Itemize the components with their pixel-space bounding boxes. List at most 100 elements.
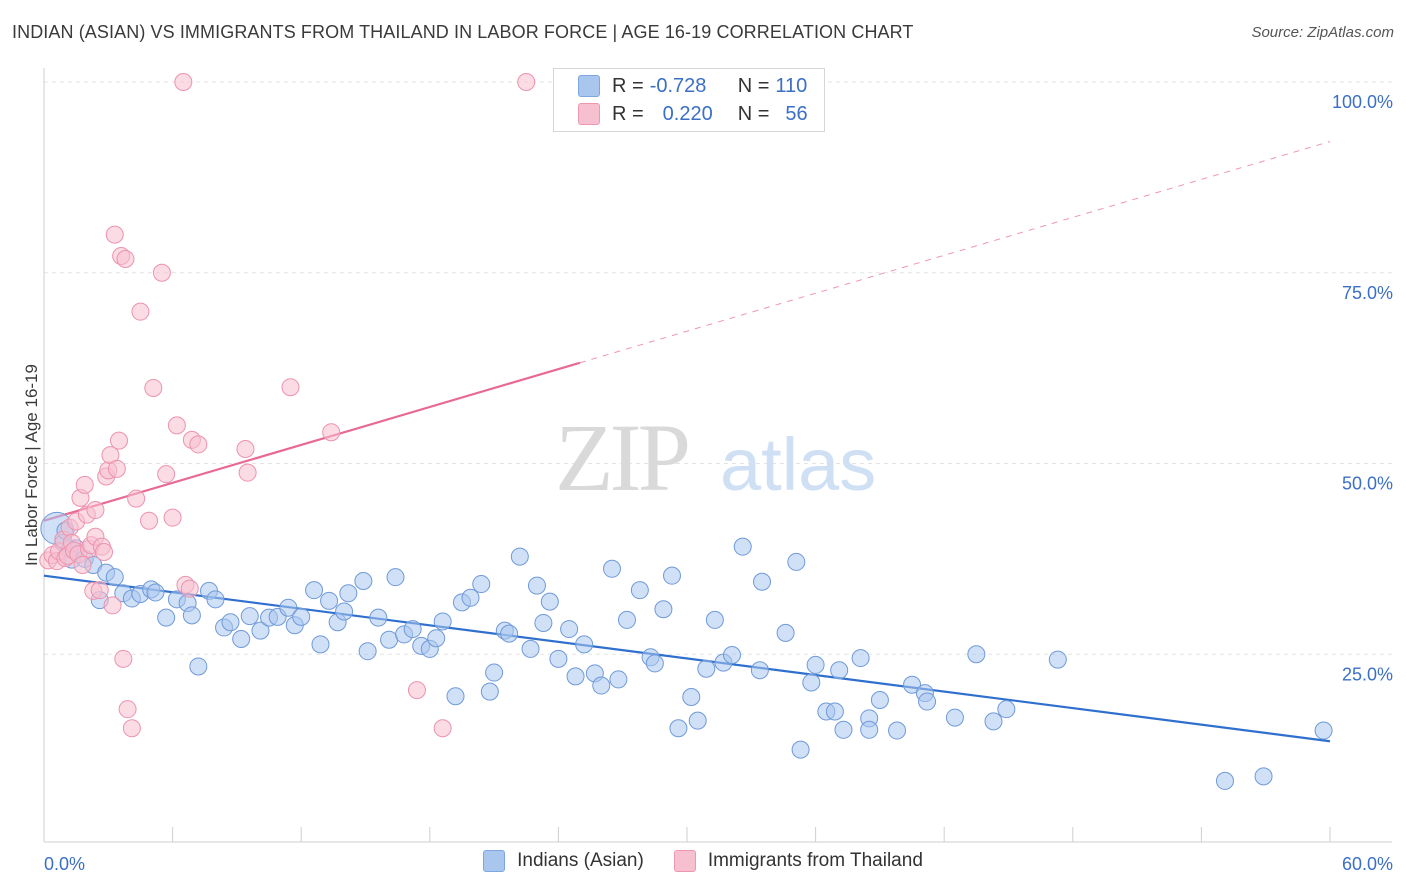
data-point: [358, 642, 377, 661]
data-point: [806, 655, 825, 674]
data-point: [95, 543, 114, 562]
legend-r-value: -0.728: [649, 74, 707, 97]
data-point: [236, 440, 255, 459]
data-point: [888, 721, 907, 740]
data-point: [354, 572, 373, 591]
data-point: [609, 670, 628, 689]
data-point: [860, 720, 879, 739]
data-point: [630, 581, 649, 600]
trend-lines: [43, 141, 1331, 743]
data-point: [157, 465, 176, 484]
data-point: [510, 547, 529, 566]
correlation-legend: R = -0.728 N = 110 R = 0.220 N = 56: [553, 68, 825, 132]
data-point: [851, 649, 870, 668]
data-point: [433, 612, 452, 631]
data-points: [39, 73, 1333, 790]
data-point: [662, 566, 681, 585]
trend-line-indians: [43, 574, 1331, 743]
data-point: [322, 423, 341, 442]
x-tick-label: 60.0%: [1342, 854, 1393, 874]
data-point: [251, 621, 270, 640]
data-point: [776, 623, 795, 642]
series-legend-indians[interactable]: Indians (Asian): [483, 850, 644, 872]
tick-labels: 25.0% 50.0% 75.0% 100.0% 0.0% 60.0%: [44, 92, 1393, 874]
data-point: [592, 676, 611, 695]
axes: [43, 68, 1392, 843]
data-point: [311, 635, 330, 654]
data-point: [386, 568, 405, 587]
x-tick-label: 0.0%: [44, 854, 85, 874]
data-point: [131, 302, 150, 321]
watermark: ZIP atlas: [555, 404, 876, 511]
legend-swatch-indians: [578, 75, 600, 97]
data-point: [369, 608, 388, 627]
legend-row-indians: R = -0.728 N = 110: [578, 73, 807, 99]
data-point: [834, 720, 853, 739]
data-point: [105, 225, 124, 244]
data-point: [1215, 771, 1234, 790]
data-point: [281, 378, 300, 397]
data-point: [870, 691, 889, 710]
data-point: [733, 537, 752, 556]
series-label-thailand: Immigrants from Thailand: [707, 850, 923, 871]
data-point: [180, 579, 199, 598]
data-point: [560, 620, 579, 639]
data-point: [787, 552, 806, 571]
data-point: [380, 630, 399, 649]
data-point: [320, 591, 339, 610]
data-point: [167, 416, 186, 435]
data-point: [127, 489, 146, 508]
legend-n-label: N =: [737, 102, 770, 125]
data-point: [339, 584, 358, 603]
chart-title: INDIAN (ASIAN) VS IMMIGRANTS FROM THAILA…: [12, 22, 914, 42]
series-indians: [40, 511, 1333, 790]
data-point: [697, 659, 716, 678]
data-point: [753, 572, 772, 591]
data-point: [206, 590, 225, 609]
data-point: [446, 687, 465, 706]
data-point: [174, 73, 193, 91]
legend-n-value: 110: [775, 74, 808, 97]
series-thailand: [39, 73, 536, 738]
y-tick-label: 50.0%: [1342, 474, 1393, 494]
data-point: [566, 667, 585, 686]
data-point: [517, 73, 536, 91]
data-point: [984, 712, 1003, 731]
data-point: [86, 501, 105, 520]
data-point: [997, 700, 1016, 719]
data-point: [189, 657, 208, 676]
data-point: [144, 378, 163, 397]
data-point: [472, 575, 491, 594]
data-point: [688, 711, 707, 730]
data-point: [903, 675, 922, 694]
data-point: [279, 598, 298, 617]
data-point: [1314, 721, 1333, 740]
data-point: [723, 646, 742, 665]
data-point: [238, 463, 257, 482]
data-point: [967, 645, 986, 664]
data-point: [461, 588, 480, 607]
data-point: [480, 682, 499, 701]
data-point: [433, 719, 452, 738]
legend-r-label: R =: [612, 74, 644, 97]
data-point: [118, 700, 137, 719]
data-point: [110, 431, 129, 450]
series-legend-thailand[interactable]: Immigrants from Thailand: [673, 850, 923, 872]
data-point: [182, 606, 201, 625]
data-point: [140, 511, 159, 530]
data-point: [705, 610, 724, 629]
data-point: [534, 613, 553, 632]
series-swatch-indians: [483, 850, 506, 872]
data-point: [575, 635, 594, 654]
data-point: [240, 607, 259, 626]
data-point: [146, 583, 165, 602]
data-point: [654, 600, 673, 619]
data-point: [116, 250, 135, 269]
data-point: [669, 719, 688, 738]
data-point: [645, 654, 664, 673]
data-point: [335, 602, 354, 621]
data-point: [791, 740, 810, 759]
series-legend: Indians (Asian) Immigrants from Thailand: [0, 850, 1406, 872]
legend-n-value: 56: [785, 102, 808, 125]
